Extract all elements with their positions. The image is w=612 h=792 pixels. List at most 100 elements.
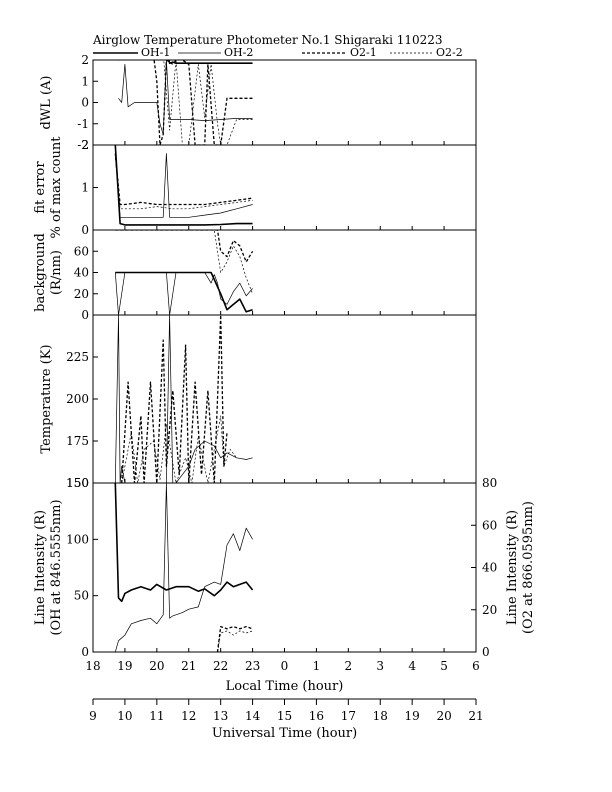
ytick-label-fit-0: 0	[81, 223, 89, 237]
series-temp-o2-1	[121, 315, 228, 483]
xtick-ut-label-10: 19	[405, 709, 420, 723]
series-group-int	[114, 483, 254, 652]
series-temp-o2-2	[121, 415, 237, 483]
ytick-label-dwl-3: 1	[81, 74, 89, 88]
ytick-right-label-int-1: 20	[482, 603, 497, 617]
ytick-label-temp-3: 225	[66, 350, 89, 364]
ytick-label-bg-3: 60	[74, 244, 89, 258]
xtick-ut-label-1: 10	[117, 709, 132, 723]
xtick-ut-label-6: 15	[277, 709, 292, 723]
ytick-label-dwl-2: 0	[81, 96, 89, 110]
ylabel-bg-1: (R/nm)	[49, 250, 64, 295]
series-int-oh-2	[114, 483, 253, 652]
ylabel-right-int-0: Line Intensity (R)	[505, 510, 520, 625]
xtick-local-label-1: 19	[117, 659, 132, 673]
ytick-label-temp-0: 150	[66, 476, 89, 490]
ytick-label-dwl-4: 2	[81, 53, 89, 67]
series-int-o2-2	[217, 630, 253, 652]
ytick-right-label-int-3: 60	[482, 518, 497, 532]
xtick-local-label-7: 1	[313, 659, 321, 673]
ytick-label-temp-1: 175	[66, 434, 89, 448]
xlabel-ut: Universal Time (hour)	[212, 726, 357, 741]
panel-frame-temp	[92, 314, 477, 484]
ytick-label-int-2: 100	[66, 532, 89, 546]
series-fit-oh-1	[114, 145, 253, 226]
series-dwl-oh-1	[118, 60, 253, 65]
xtick-local-label-9: 3	[376, 659, 384, 673]
chart-title: Airglow Temperature Photometer No.1 Shig…	[92, 33, 443, 47]
series-fit-o2-1	[114, 153, 253, 206]
xtick-ut-label-5: 14	[245, 709, 261, 723]
ylabel-fit-1: % of max count	[49, 136, 64, 239]
ytick-right-label-int-4: 80	[482, 476, 497, 490]
xtick-local-label-6: 0	[281, 659, 289, 673]
ytick-label-dwl-0: -2	[77, 138, 89, 152]
series-group-fit	[114, 145, 253, 226]
ytick-label-fit-1: 1	[81, 181, 89, 195]
panel-fit: 0 1 2 fit error% of max count	[33, 136, 477, 239]
legend-label-oh-2: OH-2	[224, 46, 253, 59]
panel-bg: 0 20 40 60 background (R/nm)	[33, 229, 477, 322]
xtick-ut-label-4: 13	[213, 709, 228, 723]
ylabel-right-int-1: (O2 at 866.0595nm)	[521, 501, 536, 634]
ytick-label-dwl-1: -1	[77, 117, 89, 131]
panels: -2 -1 0 1 2 dWL (A) 0 1 2 fit error% of max count…	[33, 53, 536, 659]
series-bg-o2-2	[115, 230, 253, 294]
legend: OH-1 OH-2 O2-1 O2-2	[93, 46, 463, 59]
xtick-ut-label-0: 9	[89, 709, 97, 723]
legend-label-oh-1: OH-1	[141, 46, 170, 59]
ytick-label-bg-2: 40	[74, 266, 89, 280]
ylabel-dwl-0: dWL (A)	[39, 76, 54, 130]
legend-label-o2-1: O2-1	[350, 46, 377, 59]
ytick-label-int-0: 0	[81, 645, 89, 659]
xlabel-local: Local Time (hour)	[226, 679, 344, 694]
xtick-local-label-0: 18	[85, 659, 100, 673]
ylabel-fit-0: fit error	[33, 161, 48, 214]
ylabel-bg-0: background	[33, 233, 48, 312]
panel-dwl: -2 -1 0 1 2 dWL (A)	[39, 53, 477, 152]
xtick-ut-label-9: 18	[373, 709, 388, 723]
xtick-local-label-12: 6	[472, 659, 480, 673]
xtick-ut-label-7: 16	[309, 709, 324, 723]
ylabel-int-0: Line Intensity (R)	[33, 510, 48, 625]
panel-frame-int	[92, 482, 477, 653]
series-fit-oh-2	[114, 153, 253, 218]
series-dwl-o2-1	[153, 60, 253, 145]
xtick-local-label-11: 5	[440, 659, 448, 673]
ytick-right-label-int-0: 0	[482, 645, 490, 659]
xtick-ut-label-11: 20	[436, 709, 451, 723]
ytick-label-temp-2: 200	[66, 392, 89, 406]
ytick-label-fit-2: 2	[81, 138, 89, 152]
xtick-ut-label-8: 17	[341, 709, 356, 723]
xtick-local-label-8: 2	[345, 659, 353, 673]
series-group-bg	[114, 230, 254, 315]
series-bg-oh-2	[114, 272, 253, 315]
ytick-label-bg-0: 0	[81, 308, 89, 322]
panel-temp: 150 175 200 225 Temperature (K)	[39, 314, 477, 490]
series-bg-oh-1	[115, 271, 253, 313]
xtick-ut-label-12: 21	[468, 709, 483, 723]
xtick-local-label-3: 21	[181, 659, 196, 673]
ytick-label-bg-1: 20	[74, 287, 89, 301]
ytick-right-label-int-2: 40	[482, 561, 497, 575]
series-dwl-oh-2	[118, 60, 253, 135]
legend-label-o2-2: O2-2	[436, 46, 463, 59]
series-fit-o2-2	[114, 157, 253, 210]
xtick-local-label-4: 22	[213, 659, 228, 673]
series-group-temp	[114, 315, 253, 483]
series-bg-o2-1	[115, 230, 254, 263]
xtick-ut-label-2: 11	[149, 709, 164, 723]
ytick-label-int-1: 50	[74, 589, 89, 603]
series-group-dwl	[118, 60, 253, 145]
series-int-o2-1	[216, 625, 253, 652]
series-int-oh-1	[114, 483, 254, 603]
ylabel-int-1: (OH at 846.5555nm)	[49, 499, 64, 635]
xtick-ut-label-3: 12	[181, 709, 196, 723]
ylabel-temp-0: Temperature (K)	[39, 344, 54, 453]
xtick-local-label-10: 4	[408, 659, 416, 673]
ytick-label-int-3: 150	[66, 476, 89, 490]
